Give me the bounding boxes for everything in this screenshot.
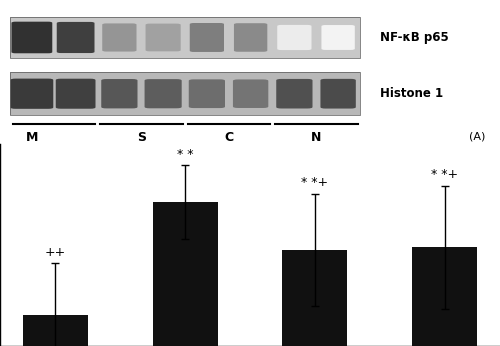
FancyBboxPatch shape xyxy=(56,22,94,53)
FancyBboxPatch shape xyxy=(320,79,356,109)
FancyBboxPatch shape xyxy=(146,24,180,51)
Bar xyxy=(10,17,360,58)
FancyBboxPatch shape xyxy=(322,25,355,50)
FancyBboxPatch shape xyxy=(12,22,52,53)
Text: (A): (A) xyxy=(468,131,485,141)
FancyBboxPatch shape xyxy=(144,79,182,108)
Bar xyxy=(152,202,218,346)
Bar xyxy=(10,17,360,58)
FancyBboxPatch shape xyxy=(276,79,312,109)
FancyBboxPatch shape xyxy=(277,25,312,50)
Bar xyxy=(10,72,360,115)
Text: NF-κB p65: NF-κB p65 xyxy=(380,31,449,44)
Bar xyxy=(10,72,360,115)
FancyBboxPatch shape xyxy=(101,79,138,108)
FancyBboxPatch shape xyxy=(10,79,54,109)
FancyBboxPatch shape xyxy=(234,23,268,52)
Text: * *+: * *+ xyxy=(302,176,328,189)
FancyBboxPatch shape xyxy=(233,80,268,108)
Text: N: N xyxy=(311,131,322,144)
FancyBboxPatch shape xyxy=(56,79,96,109)
FancyBboxPatch shape xyxy=(102,24,136,52)
Text: S: S xyxy=(137,131,146,144)
Text: M: M xyxy=(26,131,38,144)
Bar xyxy=(412,247,478,346)
Text: * *+: * *+ xyxy=(431,168,458,181)
Text: C: C xyxy=(224,131,234,144)
Text: * *: * * xyxy=(177,148,194,161)
FancyBboxPatch shape xyxy=(190,23,224,52)
FancyBboxPatch shape xyxy=(189,79,225,108)
Text: Histone 1: Histone 1 xyxy=(380,87,443,100)
Bar xyxy=(282,249,348,346)
Text: ++: ++ xyxy=(44,246,66,258)
Bar xyxy=(22,315,88,346)
